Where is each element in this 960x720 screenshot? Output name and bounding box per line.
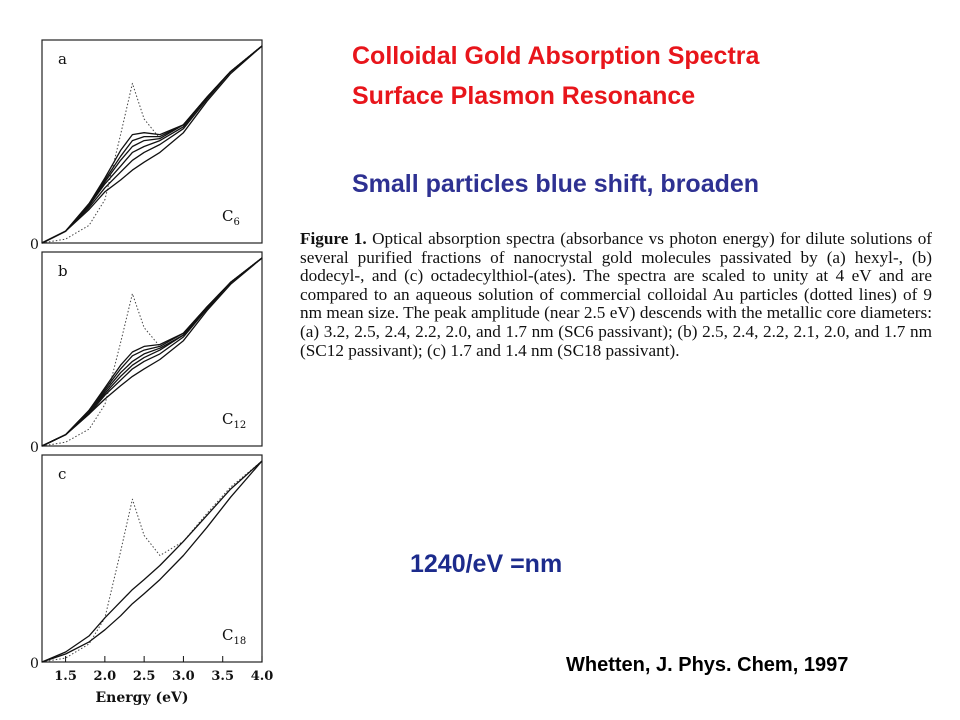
slide-title-line2: Surface Plasmon Resonance <box>352 82 696 110</box>
x-axis-label: Energy (eV) <box>96 690 189 706</box>
citation: Whetten, J. Phys. Chem, 1997 <box>566 654 849 676</box>
panel-letter-a: a <box>58 50 67 68</box>
figure-caption: Figure 1. Optical absorption spectra (ab… <box>300 229 933 360</box>
x-tick-label-3: 3.0 <box>172 669 195 684</box>
panel-passivant-label-c: C18 <box>222 626 246 647</box>
series-line-a-5 <box>41 45 263 244</box>
panel-passivant-label-a: C6 <box>222 207 240 228</box>
panel-frame-b <box>41 251 263 447</box>
panel-frame-c <box>41 454 263 663</box>
x-tick-label-4: 3.5 <box>211 669 234 684</box>
figure-caption-text: Optical absorption spectra (absorbance v… <box>300 229 933 360</box>
series-line-a-6 <box>41 45 263 244</box>
conversion-formula: 1240/eV =nm <box>410 550 563 578</box>
series-line-c-0 <box>41 460 263 663</box>
panel-letter-b: b <box>58 262 68 280</box>
x-tick-label-1: 2.0 <box>94 669 117 684</box>
panel-zero-label-c: 0 <box>30 656 39 672</box>
figure-caption-label: Figure 1. <box>300 229 367 248</box>
series-line-a-4 <box>41 45 263 244</box>
x-tick-label-0: 1.5 <box>54 669 77 684</box>
panel-letter-c: c <box>58 465 66 483</box>
slide-title-line1: Colloidal Gold Absorption Spectra <box>352 42 760 70</box>
panel-zero-label-b: 0 <box>30 440 39 456</box>
panel-zero-label-a: 0 <box>30 237 39 253</box>
panel-frame-a <box>41 39 263 244</box>
x-tick-label-2: 2.5 <box>133 669 156 684</box>
series-line-b-6 <box>41 257 263 447</box>
x-tick-label-5: 4.0 <box>251 669 274 684</box>
series-line-c-1 <box>41 460 263 663</box>
slide-subtitle: Small particles blue shift, broaden <box>352 170 760 198</box>
panel-passivant-label-b: C12 <box>222 410 246 431</box>
spectra-figure: a 0 C6 b 0 C12 c 0 C18 1.5 2.0 2.5 3.0 3.5 4.0 Energy (… <box>30 39 274 706</box>
series-line-c-2 <box>41 460 263 663</box>
